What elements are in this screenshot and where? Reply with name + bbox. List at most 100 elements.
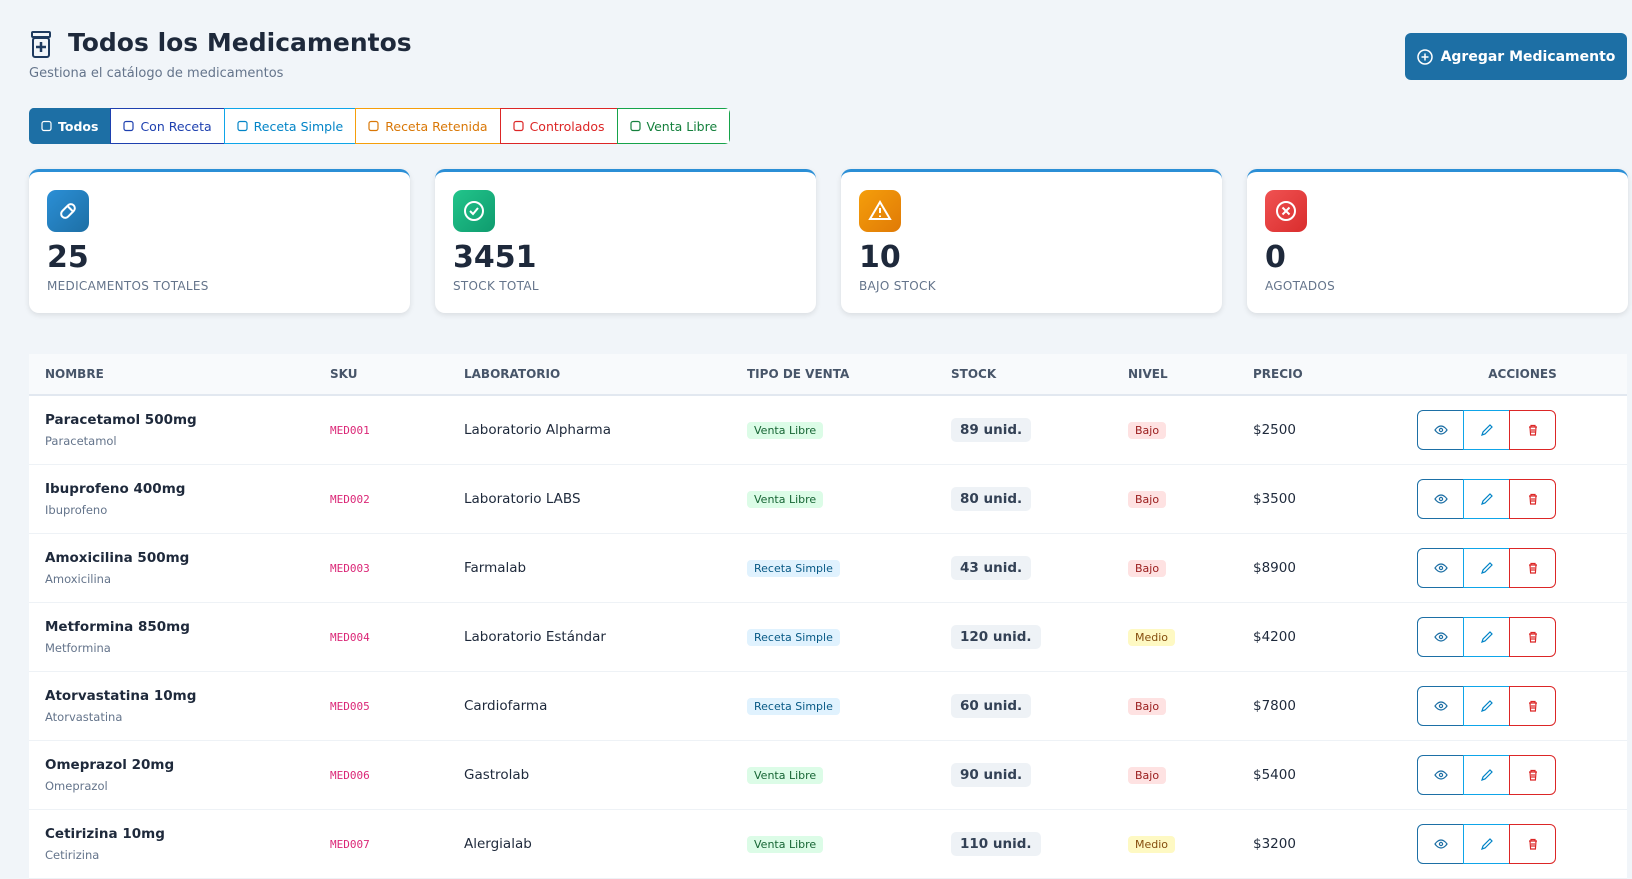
filter-tab[interactable]: Receta Retenida [355,108,501,144]
stock-cell: 89 unid. [951,418,1128,442]
delete-button[interactable] [1509,410,1556,450]
filter-tab[interactable]: Todos [29,108,112,144]
stat-card: 0 AGOTADOS [1247,169,1628,313]
actions [1417,617,1627,657]
table-row: Omeprazol 20mg Omeprazol MED006 Gastrolab Ve… [29,741,1627,810]
column-header: LABORATORIO [464,367,561,381]
table-header: NOMBRE SKU LABORATORIO TIPO DE VENTA STOCK NI… [29,354,1627,396]
filter-tab[interactable]: Con Receta [110,108,225,144]
medicine-name: Atorvastatina 10mg [45,688,197,704]
view-button[interactable] [1417,824,1464,864]
table-body: Paracetamol 500mg Paracetamol MED001 Labora… [29,396,1627,879]
add-button[interactable]: Agregar Medicamento [1405,33,1627,80]
level-badge: Bajo [1128,490,1167,508]
type-cell: Receta Simple [747,697,951,715]
price: $8900 [1253,560,1296,576]
generic-name: Cetirizina [45,848,100,862]
stat-icon [859,190,901,232]
table-row: Cetirizina 10mg Cetirizina MED007 Alergiala… [29,810,1627,879]
stock-cell: 43 unid. [951,556,1128,580]
delete-button[interactable] [1509,824,1556,864]
stock-badge: 89 unid. [951,418,1032,442]
view-button[interactable] [1417,479,1464,519]
medicine-name: Ibuprofeno 400mg [45,481,186,497]
laboratory: Laboratorio Estándar [464,629,606,645]
filter-label: Todos [58,118,99,134]
delete-button[interactable] [1509,617,1556,657]
view-button[interactable] [1417,548,1464,588]
edit-button[interactable] [1463,479,1510,519]
edit-button[interactable] [1463,686,1510,726]
stat-icon [453,190,495,232]
actions [1417,479,1627,519]
type-cell: Venta Libre [747,421,951,439]
view-button[interactable] [1417,410,1464,450]
sku: MED007 [330,837,370,851]
generic-name: Atorvastatina [45,710,123,724]
delete-button[interactable] [1509,686,1556,726]
stock-cell: 80 unid. [951,487,1128,511]
filter-label: Con Receta [140,118,212,134]
stat-card: 10 BAJO STOCK [841,169,1222,313]
sku: MED003 [330,561,370,575]
actions [1417,824,1627,864]
stat-value: 3451 [453,240,537,275]
edit-button[interactable] [1463,617,1510,657]
price: $3200 [1253,836,1296,852]
filter-tabs: Todos Con Receta Receta Simple Receta Reten… [29,108,731,144]
laboratory: Cardiofarma [464,698,548,714]
level-cell: Medio [1128,835,1253,853]
sale-type-badge: Receta Simple [747,697,840,715]
column-header: TIPO DE VENTA [747,367,850,381]
medicine-name: Paracetamol 500mg [45,412,197,428]
stat-icon [47,190,89,232]
view-button[interactable] [1417,617,1464,657]
stock-cell: 110 unid. [951,832,1128,856]
view-button[interactable] [1417,686,1464,726]
laboratory: Alergialab [464,836,532,852]
price: $5400 [1253,767,1296,783]
delete-button[interactable] [1509,479,1556,519]
stock-cell: 90 unid. [951,763,1128,787]
name-cell: Amoxicilina 500mg Amoxicilina [45,550,330,586]
page-subtitle: Gestiona el catálogo de medicamentos [29,66,284,81]
generic-name: Omeprazol [45,779,108,793]
sku: MED006 [330,768,370,782]
level-cell: Bajo [1128,421,1253,439]
column-header: STOCK [951,367,997,381]
filter-tab[interactable]: Controlados [499,108,618,144]
column-header: SKU [330,367,358,381]
stock-badge: 120 unid. [951,625,1041,649]
medicine-name: Amoxicilina 500mg [45,550,190,566]
view-button[interactable] [1417,755,1464,795]
filter-tab[interactable]: Receta Simple [223,108,357,144]
sale-type-badge: Venta Libre [747,490,824,508]
delete-button[interactable] [1509,548,1556,588]
type-cell: Receta Simple [747,628,951,646]
edit-button[interactable] [1463,548,1510,588]
sku: MED005 [330,699,370,713]
stock-badge: 60 unid. [951,694,1032,718]
price: $4200 [1253,629,1296,645]
level-badge: Medio [1128,628,1176,646]
laboratory: Gastrolab [464,767,530,783]
delete-button[interactable] [1509,755,1556,795]
sku: MED002 [330,492,370,506]
sale-type-badge: Receta Simple [747,628,840,646]
medicine-name: Omeprazol 20mg [45,757,175,773]
filter-tab[interactable]: Venta Libre [616,108,731,144]
edit-button[interactable] [1463,410,1510,450]
level-cell: Bajo [1128,559,1253,577]
table-row: Atorvastatina 10mg Atorvastatina MED005 Car… [29,672,1627,741]
stat-value: 0 [1265,240,1286,275]
generic-name: Metformina [45,641,111,655]
table-row: Amoxicilina 500mg Amoxicilina MED003 Farmal… [29,534,1627,603]
edit-button[interactable] [1463,755,1510,795]
level-cell: Bajo [1128,697,1253,715]
stock-badge: 80 unid. [951,487,1032,511]
edit-button[interactable] [1463,824,1510,864]
medicine-name: Cetirizina 10mg [45,826,165,842]
level-badge: Bajo [1128,559,1167,577]
type-cell: Venta Libre [747,766,951,784]
generic-name: Amoxicilina [45,572,111,586]
